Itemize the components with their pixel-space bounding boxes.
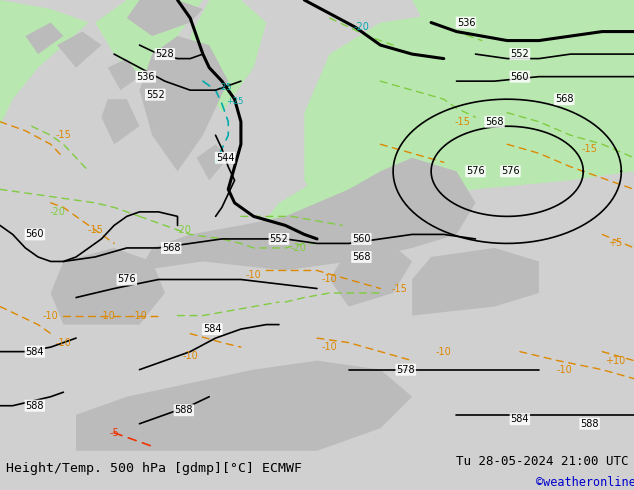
Text: 588: 588 <box>174 405 193 415</box>
Text: 568: 568 <box>352 252 371 262</box>
Text: -5: -5 <box>109 428 119 438</box>
Polygon shape <box>190 0 266 113</box>
Polygon shape <box>412 248 539 316</box>
Text: -15: -15 <box>455 117 471 127</box>
Text: 588: 588 <box>25 401 44 411</box>
Polygon shape <box>139 158 476 270</box>
Polygon shape <box>127 0 203 36</box>
Text: 560: 560 <box>510 72 529 82</box>
Text: 588: 588 <box>580 419 599 429</box>
Polygon shape <box>95 0 203 81</box>
Text: -20: -20 <box>49 207 65 217</box>
Text: -10: -10 <box>100 311 115 320</box>
Text: 536: 536 <box>136 72 155 82</box>
Text: 528: 528 <box>155 49 174 59</box>
Text: 584: 584 <box>203 324 222 334</box>
Text: -10: -10 <box>132 311 147 320</box>
Polygon shape <box>51 248 165 324</box>
Text: -15: -15 <box>391 284 408 294</box>
Polygon shape <box>57 31 101 68</box>
Text: -15: -15 <box>55 130 72 140</box>
Text: 578: 578 <box>396 365 415 375</box>
Text: 576: 576 <box>466 166 485 176</box>
Text: -10: -10 <box>322 342 337 352</box>
Text: 552: 552 <box>510 49 529 59</box>
Text: 552: 552 <box>146 90 165 99</box>
Text: -10: -10 <box>43 311 58 320</box>
Text: -10: -10 <box>56 338 71 347</box>
Polygon shape <box>0 0 89 126</box>
Polygon shape <box>304 9 634 225</box>
Text: -10: -10 <box>246 270 261 280</box>
Text: Height/Temp. 500 hPa [gdmp][°C] ECMWF: Height/Temp. 500 hPa [gdmp][°C] ECMWF <box>6 462 302 475</box>
Text: -25: -25 <box>218 83 232 92</box>
Text: 568: 568 <box>485 117 504 127</box>
Text: 584: 584 <box>510 414 529 424</box>
Polygon shape <box>25 23 63 54</box>
Text: 536: 536 <box>456 18 476 27</box>
Text: -20: -20 <box>290 243 306 253</box>
Polygon shape <box>254 180 349 262</box>
Text: Tu 28-05-2024 21:00 UTC (18+03): Tu 28-05-2024 21:00 UTC (18+03) <box>456 455 634 468</box>
Text: -10: -10 <box>557 365 572 375</box>
Text: +25: +25 <box>226 97 243 106</box>
Polygon shape <box>76 361 412 451</box>
Text: -10: -10 <box>436 346 451 357</box>
Text: ©weatheronline.co.uk: ©weatheronline.co.uk <box>536 476 634 490</box>
Text: -15: -15 <box>87 225 103 235</box>
Text: 576: 576 <box>501 166 520 176</box>
Polygon shape <box>412 0 634 68</box>
Text: +5: +5 <box>608 239 622 248</box>
Text: 544: 544 <box>216 153 235 163</box>
Text: 568: 568 <box>555 94 574 104</box>
Text: 560: 560 <box>352 234 371 244</box>
Text: 552: 552 <box>269 234 288 244</box>
Polygon shape <box>101 99 139 144</box>
Text: 560: 560 <box>25 229 44 240</box>
Text: 576: 576 <box>117 274 136 285</box>
Polygon shape <box>197 144 228 180</box>
Text: +10: +10 <box>605 356 625 366</box>
Text: 568: 568 <box>162 243 181 253</box>
Text: -20: -20 <box>353 22 370 32</box>
Text: 584: 584 <box>25 346 44 357</box>
Text: -10: -10 <box>322 274 337 285</box>
Text: -20: -20 <box>176 225 192 235</box>
Text: -10: -10 <box>183 351 198 361</box>
Polygon shape <box>108 59 139 90</box>
Polygon shape <box>330 234 412 307</box>
Polygon shape <box>139 36 228 171</box>
Text: -15: -15 <box>581 144 598 154</box>
